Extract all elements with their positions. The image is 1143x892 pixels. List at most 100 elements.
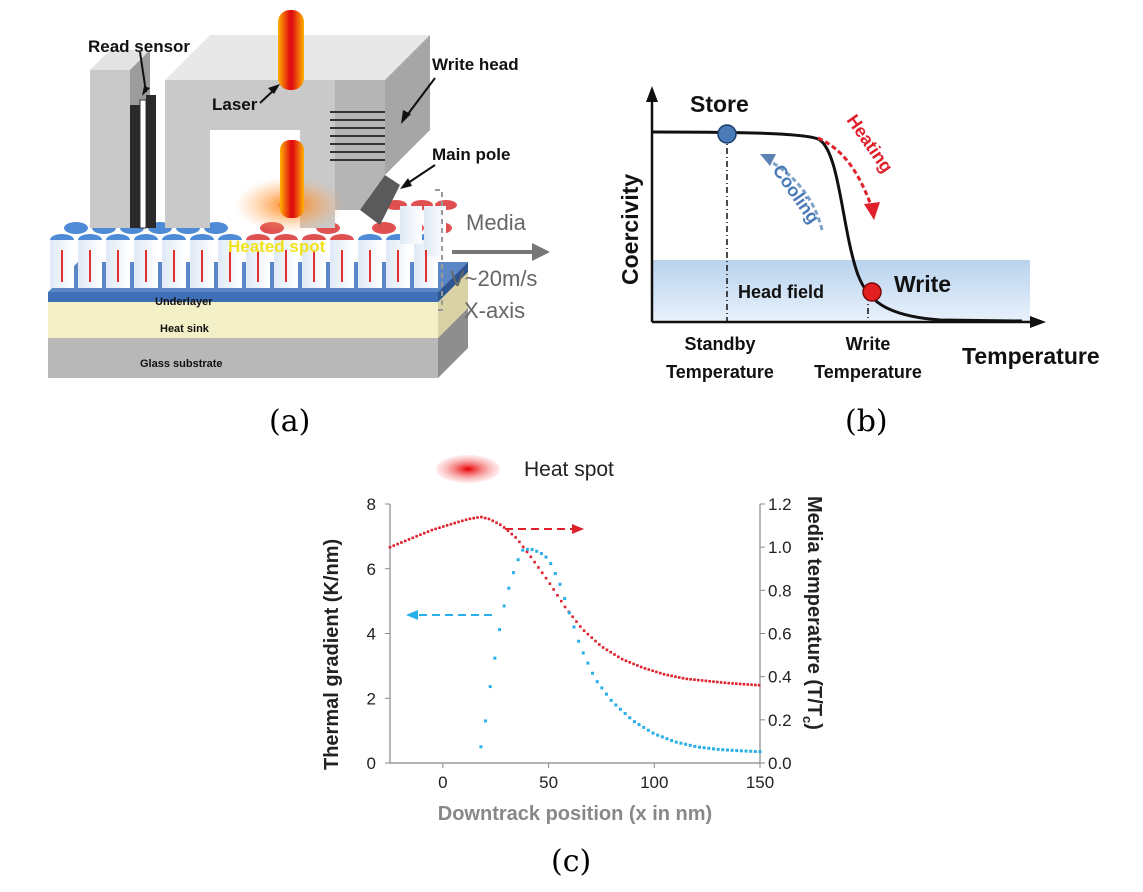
blue-series-point xyxy=(707,746,711,750)
red-series-point xyxy=(639,665,643,669)
blue-series-point xyxy=(716,747,720,751)
red-series-point xyxy=(499,523,502,527)
label-write-head: Write head xyxy=(432,55,519,74)
blue-series-point xyxy=(665,737,669,741)
red-series-point xyxy=(586,632,590,636)
red-series-point xyxy=(742,682,746,686)
blue-series-point xyxy=(656,733,660,737)
red-series-point xyxy=(400,541,403,544)
caption-a: (a) xyxy=(269,404,311,439)
red-series-point xyxy=(457,520,460,524)
blue-series-point xyxy=(525,547,529,551)
blue-series-point xyxy=(563,597,567,601)
red-series-point xyxy=(628,661,632,664)
x-tick-label: 50 xyxy=(539,773,558,792)
label-main-pole: Main pole xyxy=(432,145,510,164)
red-series-point xyxy=(685,677,689,681)
red-series-point xyxy=(480,515,483,519)
red-series-point xyxy=(487,517,491,521)
red-series-point xyxy=(582,629,586,633)
blue-series-point xyxy=(679,741,683,745)
blue-series-point xyxy=(567,611,571,615)
blue-series-point xyxy=(618,707,622,711)
y-left-tick-label: 8 xyxy=(367,495,376,514)
label-velocity: V~20m/s xyxy=(450,266,537,291)
red-series-point xyxy=(643,667,647,670)
blue-series-point xyxy=(646,728,650,732)
blue-series-point xyxy=(721,748,725,752)
blue-series-point xyxy=(739,749,743,753)
red-series-point xyxy=(426,530,430,533)
caption-c: (c) xyxy=(551,844,592,879)
red-series-point xyxy=(468,517,472,521)
red-series-point xyxy=(388,545,392,549)
x-axis-label-temperature: Temperature xyxy=(962,343,1100,369)
blue-series-point xyxy=(637,723,641,727)
red-series-point xyxy=(461,519,464,523)
red-series-point xyxy=(735,682,738,685)
red-series-point xyxy=(647,668,651,671)
red-series-point xyxy=(525,550,529,554)
blue-series-point xyxy=(558,582,562,586)
blue-series-point xyxy=(586,661,590,665)
blue-series-point xyxy=(725,748,729,752)
red-series-point xyxy=(704,679,708,683)
red-series-point xyxy=(750,683,753,687)
blue-series-point xyxy=(744,749,748,753)
red-series-point xyxy=(731,682,734,685)
label-read-sensor: Read sensor xyxy=(88,37,190,56)
blue-series-point xyxy=(600,686,604,690)
red-series-point xyxy=(396,542,399,546)
y-right-tick-label: 0.2 xyxy=(768,711,792,730)
y-left-tick-label: 2 xyxy=(367,689,376,708)
red-series-point xyxy=(548,582,552,585)
red-series-point xyxy=(449,522,453,526)
x-axis-label: Downtrack position (x in nm) xyxy=(438,803,712,825)
red-series-point xyxy=(624,659,628,663)
y-axis-right-label: Media temperature (T/Tc) xyxy=(800,496,825,730)
tick-standby-2: Temperature xyxy=(666,362,774,382)
red-series-point xyxy=(430,528,434,532)
red-series-point xyxy=(746,683,750,686)
blue-series-point xyxy=(693,744,697,748)
label-heat-sink: Heat sink xyxy=(160,323,210,335)
panel-b-coercivity-diagram: Store Write Head field Heating Cooling C… xyxy=(610,80,1140,390)
red-series-point xyxy=(594,639,597,643)
tick-standby-1: Standby xyxy=(684,334,755,354)
red-series-point xyxy=(620,657,624,661)
label-x-axis: X-axis xyxy=(464,298,525,323)
tick-write-1: Write xyxy=(846,334,891,354)
red-series-point xyxy=(540,571,544,575)
x-tick-label: 0 xyxy=(438,773,447,792)
red-series-point xyxy=(533,560,536,564)
red-series-point xyxy=(453,521,456,525)
label-glass-substrate: Glass substrate xyxy=(140,358,223,370)
blue-series-point xyxy=(670,738,674,742)
blue-series-point xyxy=(735,749,739,753)
red-series-point xyxy=(712,680,715,683)
blue-series-point xyxy=(498,628,502,632)
red-series-point xyxy=(510,532,514,536)
red-series-point xyxy=(392,544,396,547)
label-underlayer: Underlayer xyxy=(155,296,213,308)
red-series-point xyxy=(617,655,620,659)
red-series-point xyxy=(658,671,662,675)
red-series-point xyxy=(518,540,521,544)
red-series-point xyxy=(715,680,719,684)
blue-series-point xyxy=(539,552,543,556)
blue-series-point xyxy=(684,742,688,746)
blue-series-point xyxy=(730,748,734,752)
blue-series-point xyxy=(577,639,581,643)
red-series-point xyxy=(757,683,761,687)
blue-series-point xyxy=(549,562,553,566)
panel-a-hamr-head-diagram: Read sensor Laser Write head Main pole H… xyxy=(40,0,580,385)
red-series-point xyxy=(559,599,563,603)
panel-c-thermal-chart: Heat spot 0 2 4 6 8 0.0 0.2 0.4 0.6 0.8 1.0 1.2 0 5… xyxy=(310,448,850,838)
red-series-point xyxy=(677,676,681,679)
red-series-point xyxy=(670,674,673,678)
red-series-point xyxy=(666,673,670,677)
red-series-point xyxy=(674,675,677,678)
blue-series-point xyxy=(516,558,520,562)
label-cooling: Cooling xyxy=(769,161,824,227)
write-point xyxy=(862,282,882,302)
